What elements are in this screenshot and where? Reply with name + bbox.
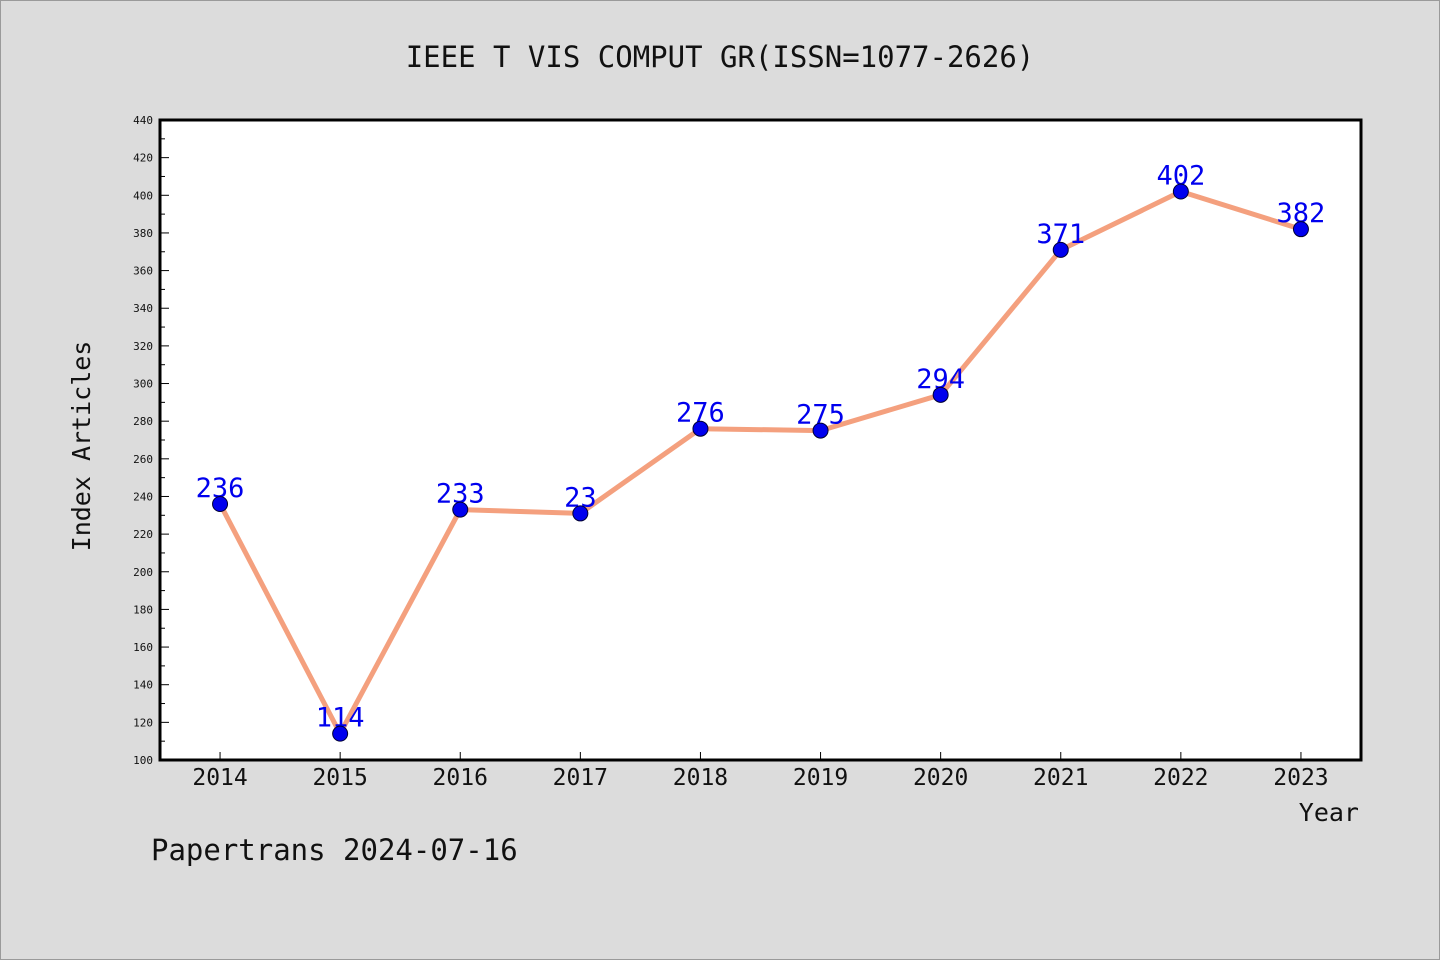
- x-tick-label: 2014: [192, 765, 247, 791]
- y-tick-label: 360: [133, 265, 153, 278]
- x-tick-label: 2016: [433, 765, 488, 791]
- plot-area: [158, 118, 1363, 762]
- x-tick-label: 2018: [673, 765, 728, 791]
- x-tick-label: 2017: [553, 765, 608, 791]
- data-point-marker: [1172, 183, 1189, 200]
- y-tick-label: 280: [133, 415, 153, 428]
- y-tick-label: 420: [133, 152, 153, 165]
- chart-title: IEEE T VIS COMPUT GR(ISSN=1077-2626): [406, 40, 1035, 74]
- data-point-marker: [212, 496, 229, 512]
- footer-text: Papertrans 2024-07-16: [151, 833, 518, 867]
- x-axis-label: Year: [1299, 798, 1359, 827]
- x-tick-label: 2020: [913, 765, 968, 791]
- y-tick-label: 380: [133, 227, 153, 240]
- data-point-marker: [1292, 221, 1309, 238]
- y-tick-label: 240: [133, 490, 153, 503]
- y-tick-label: 120: [133, 716, 153, 729]
- y-tick-label: 400: [133, 189, 153, 202]
- x-tick-label: 2023: [1273, 765, 1328, 791]
- x-axis: 2014 2015 2016 2017 2018 2019 2020 2021 2022 2023: [192, 752, 1329, 791]
- data-point-marker: [692, 420, 709, 437]
- data-point-marker: [452, 501, 469, 518]
- y-axis: 100 120 140 160 180 200 220 240 260 280 300 320 340 3…: [133, 114, 169, 767]
- y-tick-label: 300: [133, 378, 153, 391]
- y-axis-label: Index Articles: [67, 341, 96, 552]
- x-tick-label: 2021: [1033, 765, 1088, 791]
- x-tick-label: 2022: [1153, 765, 1208, 791]
- data-point-marker: [812, 422, 829, 439]
- y-tick-label: 200: [133, 566, 153, 579]
- data-point-marker: [932, 386, 949, 403]
- y-tick-label: 180: [133, 603, 153, 616]
- data-point-marker: [332, 725, 349, 742]
- y-tick-label: 220: [133, 528, 153, 541]
- series-line-group: [217, 189, 1304, 737]
- series-line: [217, 189, 1304, 737]
- data-point-marker: [1052, 241, 1069, 258]
- data-point-marker: [572, 505, 589, 522]
- y-tick-label: 340: [133, 302, 153, 315]
- y-tick-label: 320: [133, 340, 153, 353]
- y-tick-label: 100: [133, 754, 153, 767]
- y-tick-label: 140: [133, 679, 153, 692]
- series-markers-group: [212, 183, 1309, 742]
- x-tick-label: 2015: [312, 765, 367, 791]
- y-tick-label: 260: [133, 453, 153, 466]
- y-tick-label: 160: [133, 641, 153, 654]
- y-tick-label: 440: [133, 114, 153, 127]
- x-tick-label: 2019: [793, 765, 848, 791]
